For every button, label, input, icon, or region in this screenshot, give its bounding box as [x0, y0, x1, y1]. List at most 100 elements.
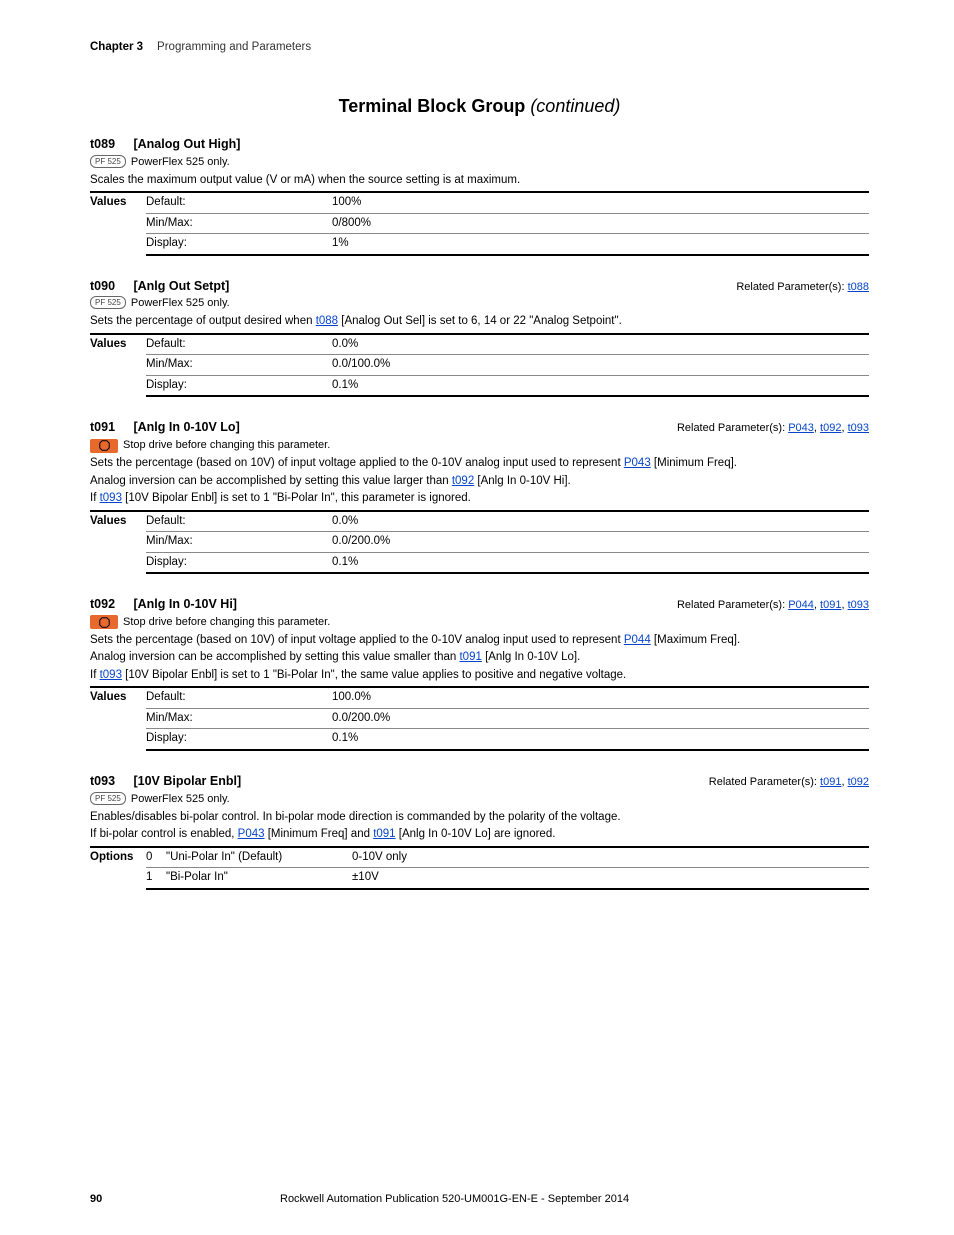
related-link[interactable]: P044 [788, 599, 814, 611]
row-val: 100.0% [332, 687, 869, 708]
row-key: Default: [146, 687, 332, 708]
values-table: Values Default: 0.0% Min/Max:0.0/200.0% … [90, 510, 869, 575]
param-name: [10V Bipolar Enbl] [133, 774, 241, 788]
row-val: 1% [332, 234, 869, 255]
row-key: Display: [146, 552, 332, 573]
param-name: [Anlg In 0-10V Lo] [133, 420, 239, 434]
row-val: 0.1% [332, 552, 869, 573]
param-t093: t093 [10V Bipolar Enbl] Related Paramete… [90, 773, 869, 890]
related-label: Related Parameter(s): [677, 599, 788, 611]
values-header: Values [90, 687, 146, 750]
stop-text: Stop drive before changing this paramete… [123, 438, 330, 453]
option-num: 1 [146, 868, 166, 889]
inline-link[interactable]: P043 [238, 828, 265, 840]
inline-link[interactable]: P044 [624, 634, 651, 646]
stop-note: Stop drive before changing this paramete… [90, 615, 869, 630]
inline-link[interactable]: t092 [452, 475, 474, 487]
values-table: Values Default: 100% Min/Max:0/800% Disp… [90, 191, 869, 256]
row-val: 0.0/100.0% [332, 355, 869, 376]
param-desc: If bi-polar control is enabled, P043 [Mi… [90, 827, 869, 843]
param-t090: t090 [Anlg Out Setpt] Related Parameter(… [90, 278, 869, 398]
page-title: Terminal Block Group (continued) [90, 94, 869, 118]
related-params: Related Parameter(s): t091, t092 [709, 775, 869, 790]
row-key: Display: [146, 375, 332, 396]
stop-icon [90, 615, 118, 629]
related-params: Related Parameter(s): P044, t091, t093 [677, 598, 869, 613]
chapter-label: Chapter 3 [90, 40, 143, 56]
values-table: Values Default: 0.0% Min/Max:0.0/100.0% … [90, 333, 869, 398]
param-desc: Enables/disables bi-polar control. In bi… [90, 810, 869, 826]
option-num: 0 [146, 847, 166, 868]
page-title-main: Terminal Block Group [339, 96, 526, 116]
row-val: 0.0/200.0% [332, 532, 869, 553]
inline-link[interactable]: t093 [100, 669, 122, 681]
param-code: t093 [90, 773, 130, 790]
related-link[interactable]: t088 [848, 281, 869, 293]
param-t092: t092 [Anlg In 0-10V Hi] Related Paramete… [90, 596, 869, 751]
row-key: Min/Max: [146, 355, 332, 376]
param-code: t092 [90, 596, 130, 613]
options-header: Options [90, 847, 146, 889]
row-val: 0.0% [332, 334, 869, 355]
row-key: Min/Max: [146, 708, 332, 729]
values-header: Values [90, 192, 146, 255]
stop-icon [90, 439, 118, 453]
inline-link[interactable]: t088 [316, 315, 338, 327]
related-link[interactable]: P043 [788, 422, 814, 434]
publication-info: Rockwell Automation Publication 520-UM00… [280, 1192, 629, 1207]
row-key: Default: [146, 192, 332, 213]
related-params: Related Parameter(s): t088 [736, 280, 869, 295]
related-link[interactable]: t091 [820, 776, 841, 788]
pf-note: PF 525 PowerFlex 525 only. [90, 155, 869, 170]
page-footer: 90 Rockwell Automation Publication 520-U… [90, 1192, 869, 1207]
related-link[interactable]: t091 [820, 599, 841, 611]
row-val: 0/800% [332, 213, 869, 234]
pf-note: PF 525 PowerFlex 525 only. [90, 296, 869, 311]
row-val: 100% [332, 192, 869, 213]
pf-note-text: PowerFlex 525 only. [131, 156, 230, 168]
related-link[interactable]: t092 [848, 776, 869, 788]
row-val: 0.1% [332, 375, 869, 396]
param-name: [Anlg In 0-10V Hi] [133, 597, 236, 611]
inline-link[interactable]: t091 [459, 651, 481, 663]
related-label: Related Parameter(s): [736, 281, 847, 293]
page-title-suffix: (continued) [525, 96, 620, 116]
page-number: 90 [90, 1192, 280, 1207]
stop-text: Stop drive before changing this paramete… [123, 615, 330, 630]
row-key: Display: [146, 234, 332, 255]
related-link[interactable]: t092 [820, 422, 841, 434]
row-key: Min/Max: [146, 213, 332, 234]
row-key: Default: [146, 511, 332, 532]
param-t089: t089 [Analog Out High] PF 525 PowerFlex … [90, 136, 869, 256]
row-key: Default: [146, 334, 332, 355]
param-name: [Analog Out High] [133, 137, 240, 151]
option-val: ±10V [352, 868, 869, 889]
row-key: Min/Max: [146, 532, 332, 553]
row-val: 0.0/200.0% [332, 708, 869, 729]
related-label: Related Parameter(s): [677, 422, 788, 434]
inline-link[interactable]: t093 [100, 492, 122, 504]
param-name: [Anlg Out Setpt] [133, 279, 229, 293]
options-table: Options 0 "Uni-Polar In" (Default) 0-10V… [90, 846, 869, 890]
related-link[interactable]: t093 [848, 422, 869, 434]
chapter-title: Programming and Parameters [157, 40, 311, 56]
param-desc: Sets the percentage of output desired wh… [90, 314, 869, 330]
param-desc: Scales the maximum output value (V or mA… [90, 173, 869, 189]
param-desc: Analog inversion can be accomplished by … [90, 474, 869, 490]
pf525-badge-icon: PF 525 [90, 792, 126, 805]
values-header: Values [90, 511, 146, 574]
pf-note: PF 525 PowerFlex 525 only. [90, 792, 869, 807]
inline-link[interactable]: t091 [373, 828, 395, 840]
inline-link[interactable]: P043 [624, 457, 651, 469]
option-name: "Bi-Polar In" [166, 868, 352, 889]
related-label: Related Parameter(s): [709, 776, 820, 788]
related-link[interactable]: t093 [848, 599, 869, 611]
stop-note: Stop drive before changing this paramete… [90, 438, 869, 453]
pf525-badge-icon: PF 525 [90, 296, 126, 309]
param-desc: If t093 [10V Bipolar Enbl] is set to 1 "… [90, 668, 869, 684]
param-desc: If t093 [10V Bipolar Enbl] is set to 1 "… [90, 491, 869, 507]
param-code: t091 [90, 419, 130, 436]
param-t091: t091 [Anlg In 0-10V Lo] Related Paramete… [90, 419, 869, 574]
param-desc: Sets the percentage (based on 10V) of in… [90, 633, 869, 649]
row-val: 0.1% [332, 729, 869, 750]
